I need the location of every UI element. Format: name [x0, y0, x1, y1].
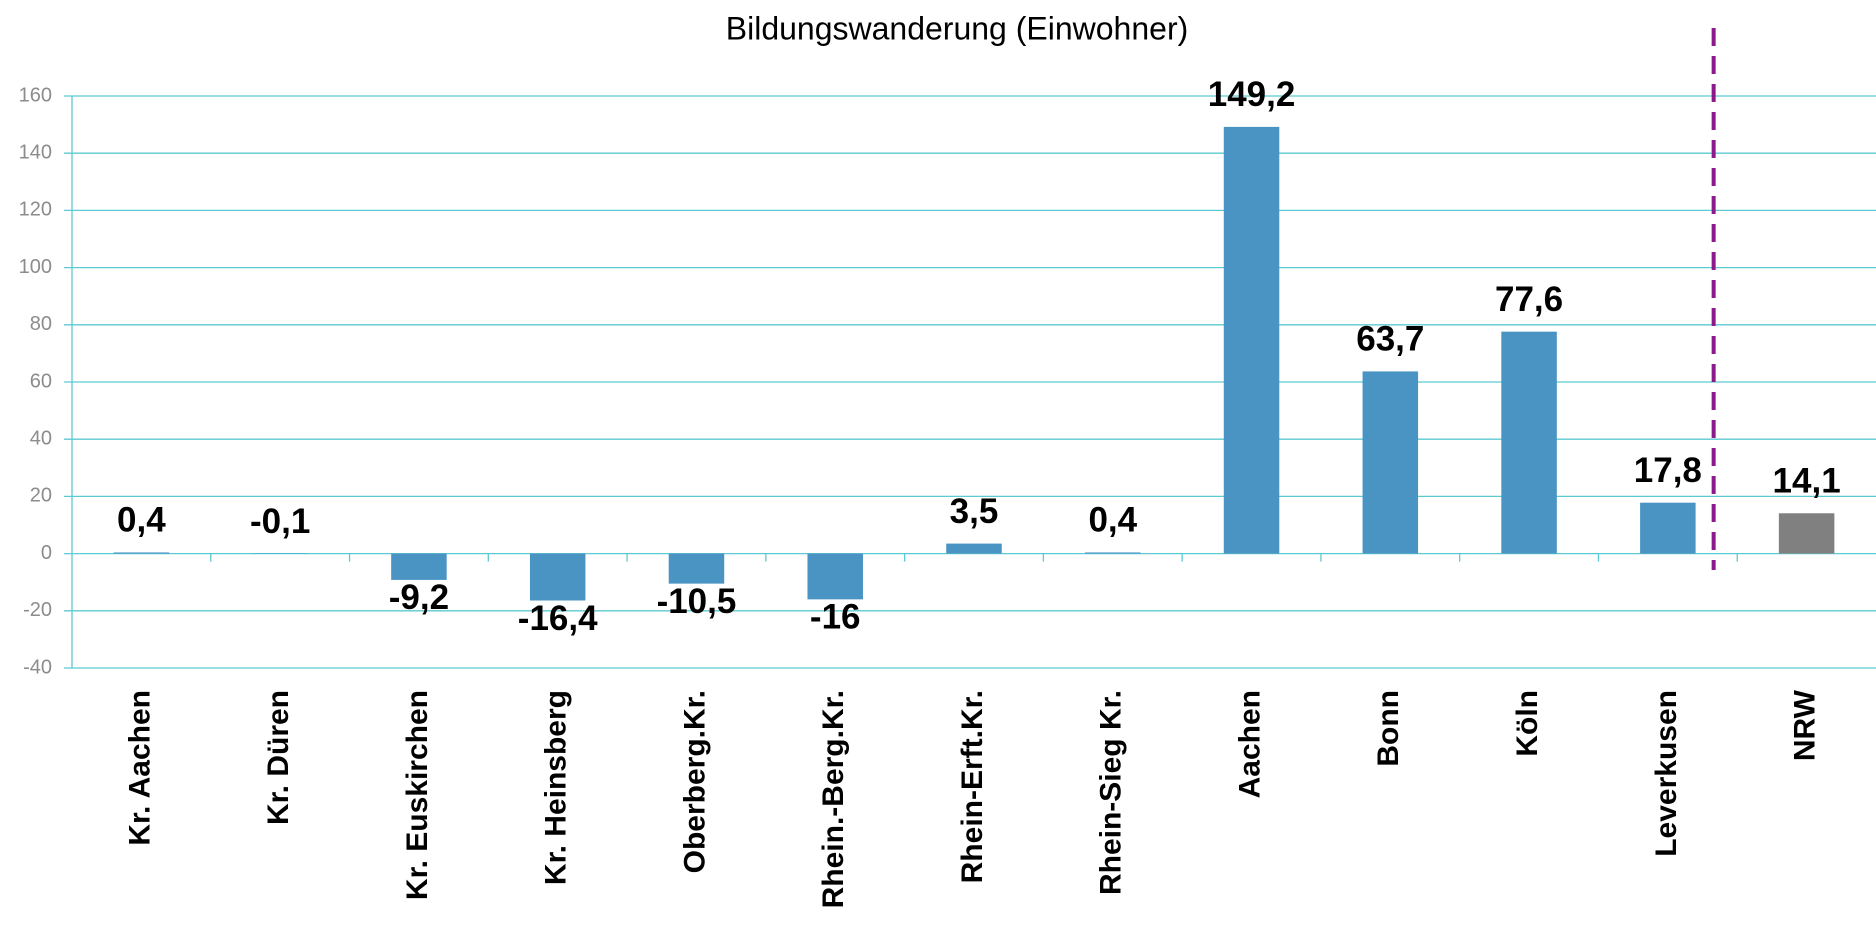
x-tick-label: Kr. Aachen [123, 690, 156, 846]
x-tick-label: Bonn [1372, 690, 1405, 767]
y-tick-label: 100 [19, 256, 52, 278]
value-label: 0,4 [1088, 501, 1137, 540]
bar [113, 552, 170, 554]
bar [529, 553, 586, 601]
x-tick-label: Leverkusen [1650, 690, 1683, 857]
value-label: 17,8 [1634, 451, 1702, 490]
y-tick-label: 120 [19, 199, 52, 221]
value-label: 14,1 [1773, 462, 1841, 501]
y-tick-label: -20 [23, 599, 52, 621]
bar [1085, 552, 1141, 554]
y-tick-label: 80 [30, 313, 52, 335]
value-label: -16 [810, 598, 861, 637]
x-tick-label: Kr. Düren [262, 690, 295, 825]
x-tick-label: Rhein-Sieg Kr. [1095, 690, 1128, 895]
bar [668, 553, 725, 584]
x-tick-label: Aachen [1233, 690, 1266, 798]
y-tick-label: 60 [30, 370, 52, 392]
value-label: -0,1 [250, 502, 310, 541]
x-tick-label: Rhein.-Berg.Kr. [817, 690, 850, 908]
y-tick-label: -40 [23, 656, 52, 678]
bar [1640, 502, 1696, 554]
bar [391, 553, 447, 580]
x-tick-label: NRW [1789, 689, 1822, 761]
value-label: -10,5 [657, 582, 737, 621]
x-tick-label: Köln [1511, 690, 1544, 757]
x-tick-label: Rhein-Erft.Kr. [956, 690, 989, 883]
y-tick-label: 20 [30, 485, 52, 507]
x-tick-label: Oberberg.Kr. [678, 690, 711, 873]
x-tick-label: Kr. Euskirchen [401, 690, 434, 900]
bar [1223, 126, 1280, 554]
y-tick-label: 0 [41, 542, 52, 564]
bar [946, 543, 1002, 554]
y-tick-label: 140 [19, 141, 52, 163]
y-tick-label: 40 [30, 427, 52, 449]
bar [1501, 331, 1557, 554]
value-label: -16,4 [518, 599, 598, 638]
value-label: 3,5 [950, 492, 999, 531]
value-label: -9,2 [389, 578, 449, 617]
x-tick-label: Kr. Heinsberg [540, 690, 573, 885]
bar [1362, 371, 1419, 554]
bar [1778, 513, 1835, 554]
value-label: 63,7 [1356, 320, 1424, 359]
value-label: 77,6 [1495, 280, 1563, 319]
chart-title: Bildungswanderung (Einwohner) [726, 10, 1189, 46]
value-label: 149,2 [1208, 75, 1296, 114]
y-tick-label: 160 [19, 84, 52, 106]
value-label: 0,4 [117, 501, 166, 540]
bar [807, 553, 863, 600]
